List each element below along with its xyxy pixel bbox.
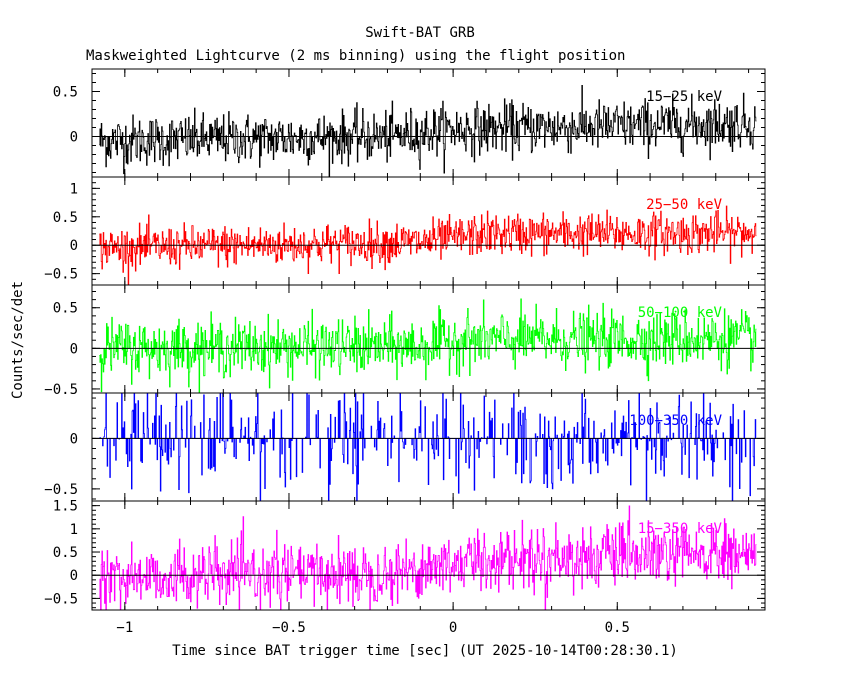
y-tick-label: −0.5 bbox=[44, 482, 78, 498]
series-line bbox=[99, 84, 757, 177]
y-tick-label: −0.5 bbox=[44, 267, 78, 283]
panels-group: 0 0.5 15−25 keV −0.5 0 0.5 1 25−50 keV −0.5 0 0.5 5… bbox=[44, 68, 766, 636]
series-line bbox=[99, 393, 757, 501]
x-tick-label: −1 bbox=[116, 620, 133, 636]
panel-5: −0.5 0 0.5 1 1.5 15−350 keV bbox=[44, 499, 766, 611]
y-tick-label: −0.5 bbox=[44, 382, 78, 398]
y-tick-label: 1.5 bbox=[53, 499, 78, 515]
y-tick-label: 0 bbox=[70, 431, 78, 447]
chart-title: Swift-BAT GRB bbox=[365, 25, 475, 41]
series-line bbox=[99, 505, 757, 610]
y-tick-label: 0.5 bbox=[53, 301, 78, 317]
chart-subtitle: Maskweighted Lightcurve (2 ms binning) u… bbox=[86, 48, 625, 64]
y-tick-label: 0.5 bbox=[53, 85, 78, 101]
panel-2: −0.5 0 0.5 1 25−50 keV bbox=[44, 176, 766, 286]
y-axis-label: Counts/sec/det bbox=[10, 281, 26, 399]
y-tick-label: 1 bbox=[70, 181, 78, 197]
band-label: 15−25 keV bbox=[646, 89, 722, 105]
x-tick-label: −0.5 bbox=[272, 620, 306, 636]
series-line bbox=[99, 205, 757, 285]
band-label: 50−100 keV bbox=[638, 305, 723, 321]
x-tick-label: 0 bbox=[449, 620, 457, 636]
band-label: 100−350 keV bbox=[629, 413, 722, 429]
band-label: 25−50 keV bbox=[646, 197, 722, 213]
panel-frame bbox=[91, 284, 766, 394]
y-tick-label: 1 bbox=[70, 522, 78, 538]
y-tick-label: 0 bbox=[70, 130, 78, 146]
panel-frame bbox=[91, 500, 766, 611]
x-tick-label: 0.5 bbox=[605, 620, 630, 636]
panel-4: −0.5 0 100−350 keV bbox=[44, 392, 766, 502]
x-axis-label: Time since BAT trigger time [sec] (UT 20… bbox=[172, 643, 678, 659]
y-tick-label: 0 bbox=[70, 568, 78, 584]
y-tick-label: 0.5 bbox=[53, 545, 78, 561]
y-tick-label: 0 bbox=[70, 341, 78, 357]
y-tick-label: 0 bbox=[70, 238, 78, 254]
y-tick-label: 0.5 bbox=[53, 210, 78, 226]
band-label: 15−350 keV bbox=[638, 521, 723, 537]
panel-1: 0 0.5 15−25 keV bbox=[53, 68, 766, 178]
y-tick-label: −0.5 bbox=[44, 591, 78, 607]
panel-3: −0.5 0 0.5 50−100 keV bbox=[44, 284, 766, 398]
